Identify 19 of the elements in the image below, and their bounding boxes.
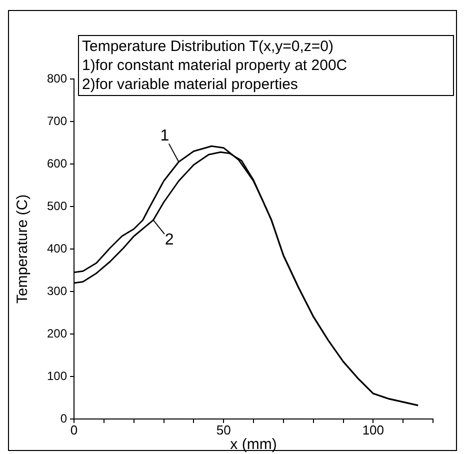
y-tick-label: 400 <box>46 241 68 256</box>
x-tick-label: 50 <box>216 422 231 438</box>
x-axis-title: x (mm) <box>230 436 277 454</box>
text: 1)for constant material property at 200C <box>82 56 348 75</box>
y-tick-label: 100 <box>46 368 68 383</box>
x-tick-label: 100 <box>362 422 384 438</box>
legend-label: 2 <box>164 232 174 249</box>
y-axis-title: Temperature (C) <box>14 194 32 304</box>
x-tick-label: 0 <box>70 422 78 438</box>
y-tick-label: 0 <box>60 411 68 426</box>
y-tick-label: 800 <box>46 71 68 86</box>
y-tick-label: 500 <box>46 198 68 213</box>
series-label: 1 <box>160 127 170 144</box>
y-tick-label: 600 <box>46 156 68 170</box>
y-tick-label: 700 <box>46 114 68 128</box>
y-tick-label: 200 <box>46 326 68 340</box>
chart-title: Temperature Distribution T(x,y=0,z=0) <box>82 37 334 56</box>
annotation: 2)for variable material properties <box>82 75 299 94</box>
y-tick-label: 300 <box>46 284 68 298</box>
